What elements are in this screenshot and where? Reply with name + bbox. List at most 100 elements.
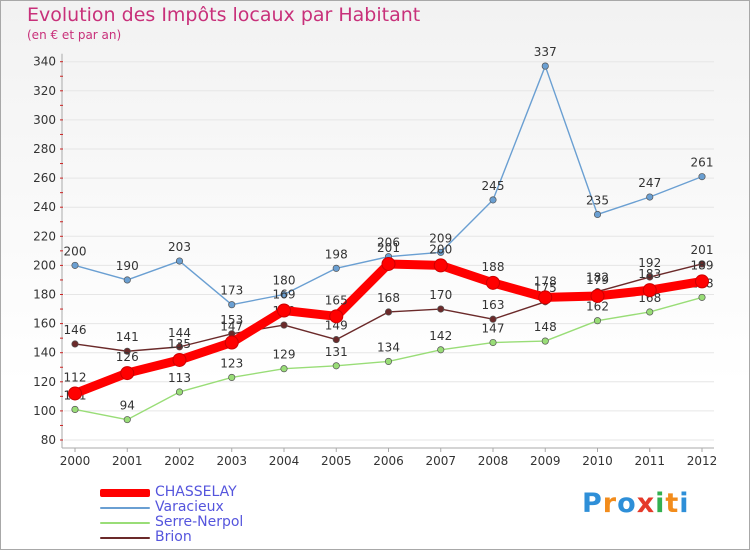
data-label-chasselay-2001: 126 [116,350,139,364]
data-label-chasselay-2005: 165 [325,293,348,307]
data-label-chasselay-2010: 179 [586,273,609,287]
legend: CHASSELAY Varacieux Serre-Nerpol Brion [100,485,243,545]
data-point-serre-nerpol-2011 [646,308,654,316]
y-tick-label-280: 280 [33,142,56,156]
data-point-serre-nerpol-2006 [384,357,393,365]
data-label-varacieux-2011: 247 [638,176,661,190]
data-point-varacieux-2012 [698,173,706,181]
y-tick-label-160: 160 [33,317,56,331]
data-point-brion-2004 [280,321,288,329]
series-varacieux: 200 190 203 173 180 198 206 209 245 337 235 247 261 [64,45,713,309]
y-tick-label-180: 180 [33,288,56,302]
legend-item-serre-nerpol: Serre-Nerpol [100,515,243,530]
legend-swatch-serre-nerpol [100,521,150,524]
x-tick-label-2003: 2003 [216,454,247,468]
data-point-chasselay-2012 [695,274,709,289]
data-point-chasselay-2002 [172,352,187,367]
data-label-brion-2008: 163 [482,298,505,312]
data-point-varacieux-2005 [332,264,340,272]
data-label-serre-nerpol-2001: 94 [120,399,135,413]
data-label-varacieux-2008: 245 [482,179,505,193]
data-label-varacieux-2006: 206 [377,236,400,250]
y-tick-label-340: 340 [33,55,56,69]
legend-label-varacieux: Varacieux [155,499,224,515]
x-tick-label-2011: 2011 [634,454,665,468]
y-tick-label-220: 220 [33,229,56,243]
y-tick-label-80: 80 [41,433,56,447]
data-point-varacieux-2004 [280,290,288,299]
data-point-chasselay-2003 [224,335,239,350]
data-point-varacieux-2000 [71,261,79,269]
logo-letter-3: x [636,488,656,519]
data-label-chasselay-2009: 178 [534,274,557,288]
data-label-brion-2005: 149 [325,319,348,333]
data-label-serre-nerpol-2003: 123 [220,356,243,370]
data-point-serre-nerpol-2004 [280,365,288,373]
data-point-serre-nerpol-2001 [123,416,131,424]
data-label-serre-nerpol-2010: 162 [586,300,609,314]
logo-letter-0: P [582,488,603,519]
data-label-serre-nerpol-2006: 134 [377,340,400,354]
data-label-chasselay-2003: 147 [220,320,243,334]
line-chart: 80 100 120 140 160 180 200 220 240 260 280 300 320 34… [33,45,717,468]
legend-swatch-varacieux [100,506,150,509]
y-tick-label-300: 300 [33,113,56,127]
legend-swatch-chasselay [100,488,150,497]
data-label-chasselay-2007: 200 [429,242,452,256]
data-label-varacieux-2001: 190 [116,259,139,273]
data-point-brion-2005 [332,336,340,344]
data-label-chasselay-2000: 112 [64,370,87,384]
data-label-brion-2012: 201 [691,243,714,257]
legend-label-chasselay: CHASSELAY [155,484,237,500]
data-label-varacieux-2009: 337 [534,45,557,59]
proxiti-logo: Proxiti [582,488,690,519]
data-label-serre-nerpol-2002: 113 [168,371,191,385]
legend-swatch-brion [100,536,150,539]
data-point-chasselay-2008 [486,275,500,290]
legend-item-chasselay: CHASSELAY [100,485,243,500]
data-label-brion-2003: 153 [220,313,243,327]
data-label-brion-2006: 168 [377,291,400,305]
data-point-varacieux-2003 [228,301,236,309]
data-label-varacieux-2004: 180 [273,274,296,288]
data-label-brion-2007: 170 [429,288,452,302]
legend-label-brion: Brion [155,529,192,545]
data-point-chasselay-2009 [538,290,553,305]
data-label-serre-nerpol-2008: 147 [482,322,505,336]
chart-title: Evolution des Impôts locaux par Habitant [27,4,421,26]
data-label-brion-2002: 144 [168,326,191,340]
data-point-chasselay-2007 [433,258,448,273]
data-point-serre-nerpol-2002 [175,388,184,396]
x-tick-label-2002: 2002 [164,454,195,468]
data-label-varacieux-2007: 209 [429,231,452,245]
data-point-varacieux-2011 [646,193,654,201]
y-tick-label-100: 100 [33,404,56,418]
data-point-chasselay-2011 [642,283,657,298]
data-point-chasselay-2004 [277,303,291,318]
x-tick-label-2007: 2007 [425,454,456,468]
data-label-serre-nerpol-2005: 131 [325,345,348,359]
y-tick-label-260: 260 [33,171,56,185]
legend-item-varacieux: Varacieux [100,500,243,515]
legend-label-serre-nerpol: Serre-Nerpol [155,514,244,530]
data-label-varacieux-2003: 173 [220,284,243,298]
data-label-chasselay-2012: 189 [691,258,714,272]
data-label-chasselay-2011: 183 [638,267,661,281]
data-point-serre-nerpol-2000 [71,405,79,413]
data-point-varacieux-2002 [175,257,184,265]
data-point-varacieux-2001 [123,276,131,284]
data-point-chasselay-2006 [381,256,396,271]
data-label-varacieux-2010: 235 [586,193,609,207]
x-tick-label-2009: 2009 [530,454,561,468]
logo-letter-6: i [679,488,690,519]
data-point-serre-nerpol-2003 [228,373,236,381]
data-label-chasselay-2002: 135 [168,337,191,351]
data-point-varacieux-2007 [437,248,445,256]
data-label-serre-nerpol-2004: 129 [273,348,296,362]
data-point-chasselay-2010 [590,288,605,303]
data-point-brion-2000 [71,340,79,348]
x-tick-label-2004: 2004 [269,454,300,468]
logo-letter-2: o [617,488,637,519]
data-label-varacieux-2005: 198 [325,247,348,261]
x-tick-label-2008: 2008 [478,454,509,468]
